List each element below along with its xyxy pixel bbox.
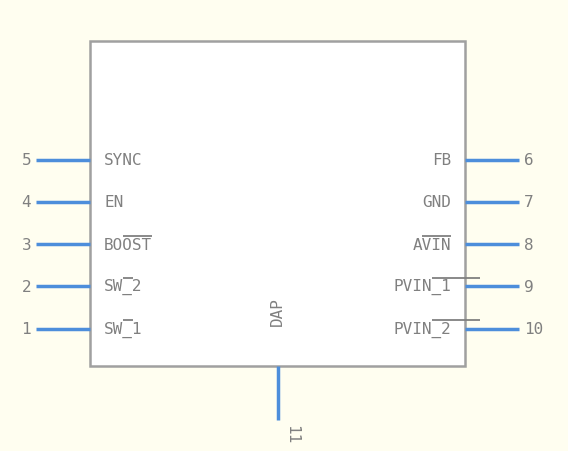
Text: SYNC: SYNC (104, 153, 143, 168)
Text: 4: 4 (22, 195, 31, 210)
Text: FB: FB (432, 153, 451, 168)
Bar (90, 42, 465, 366)
Text: DAP: DAP (270, 297, 285, 326)
Text: SW_1: SW_1 (104, 321, 143, 337)
Text: PVIN_1: PVIN_1 (393, 279, 451, 295)
Text: 5: 5 (22, 153, 31, 168)
Text: 6: 6 (524, 153, 533, 168)
Text: PVIN_2: PVIN_2 (393, 321, 451, 337)
Text: 9: 9 (524, 279, 533, 294)
Text: 7: 7 (524, 195, 533, 210)
Text: GND: GND (422, 195, 451, 210)
Text: AVIN: AVIN (412, 237, 451, 252)
Text: 1: 1 (22, 322, 31, 336)
Text: SW_2: SW_2 (104, 279, 143, 295)
Text: 8: 8 (524, 237, 533, 252)
Text: 3: 3 (22, 237, 31, 252)
Text: 10: 10 (524, 322, 543, 336)
Text: 11: 11 (285, 424, 299, 443)
Text: BOOST: BOOST (104, 237, 152, 252)
Text: 2: 2 (22, 279, 31, 294)
Text: EN: EN (104, 195, 123, 210)
